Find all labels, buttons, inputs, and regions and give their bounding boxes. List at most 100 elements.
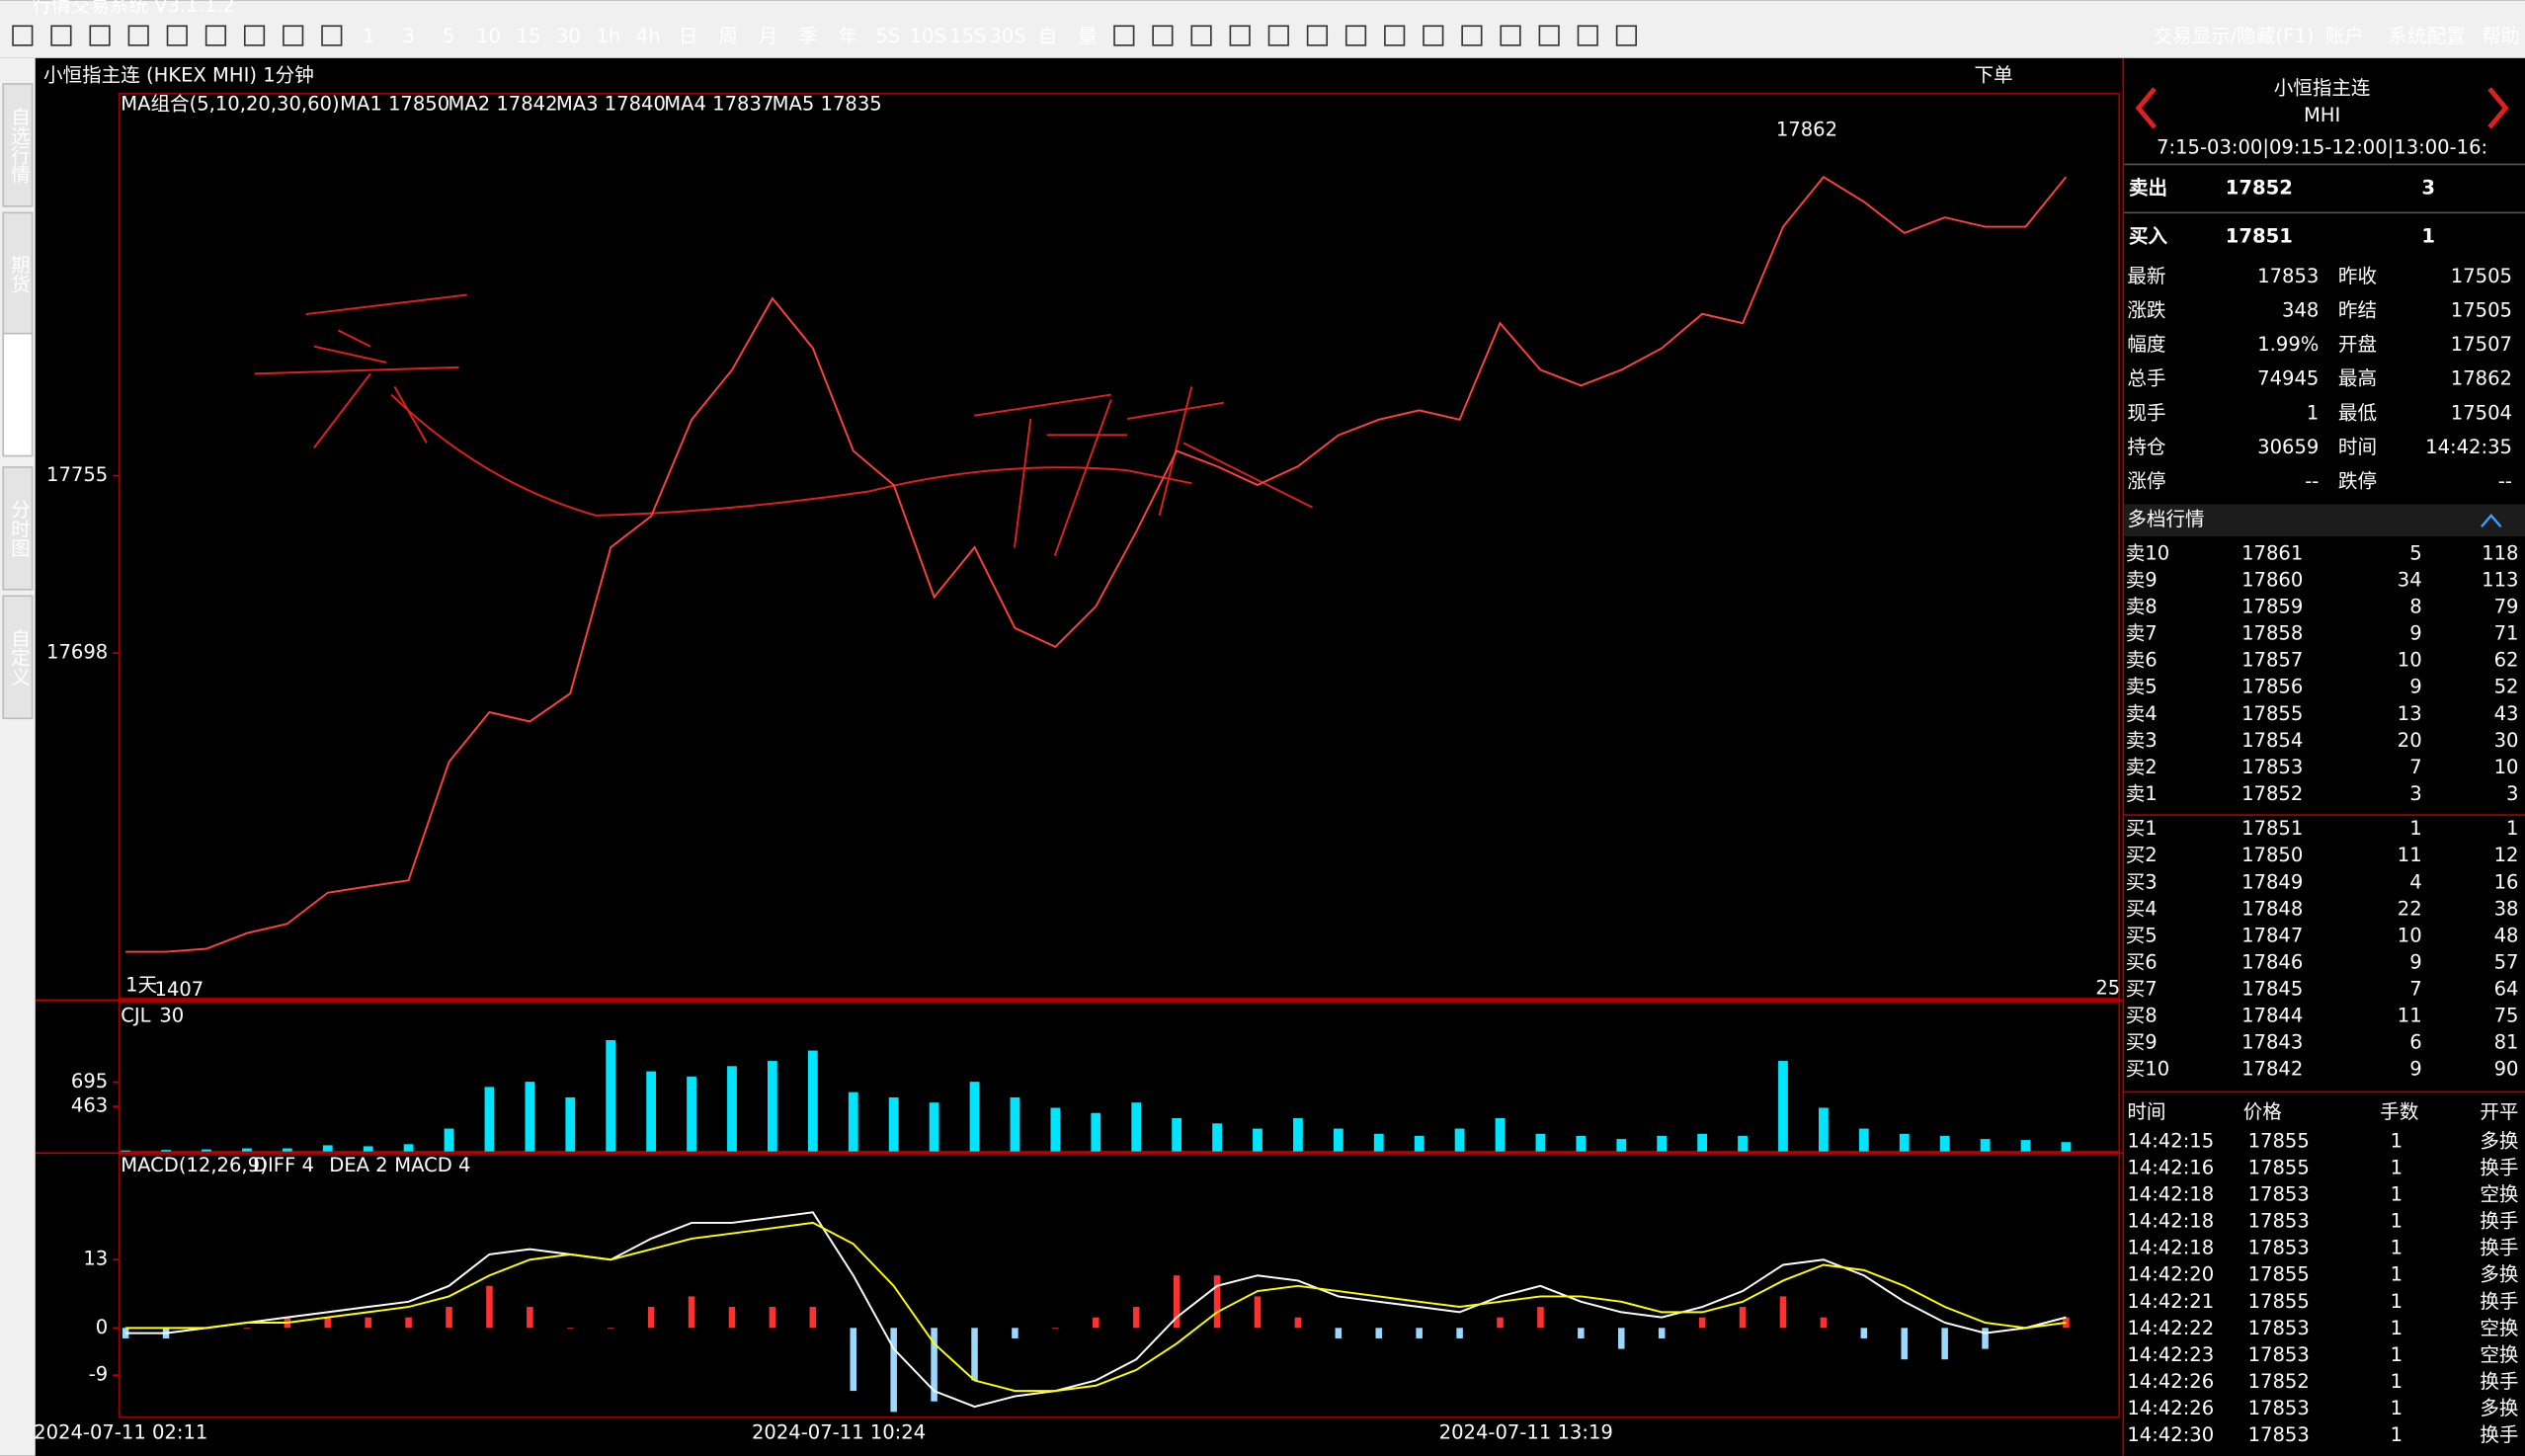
menu-item[interactable]: 帮助	[2482, 25, 2520, 47]
tool-icon[interactable]	[50, 25, 72, 46]
tool-icon[interactable]	[1538, 25, 1560, 46]
book-label: 买3	[2126, 870, 2158, 893]
macd-bar	[1820, 1317, 1828, 1329]
trade-type: 多换	[2480, 1129, 2518, 1152]
period-button[interactable]: 10S	[910, 25, 946, 47]
book-total: 113	[2482, 569, 2518, 592]
x-tick-label: 2024-07-11 13:19	[1439, 1420, 1613, 1443]
volume-bar	[1616, 1139, 1627, 1152]
volume-bar	[1495, 1117, 1506, 1152]
book-total: 12	[2494, 844, 2519, 866]
period-button[interactable]: 4h	[636, 25, 661, 47]
period-button[interactable]: 3	[403, 25, 415, 47]
side-tab-label[interactable]: K线图	[7, 369, 30, 421]
period-button[interactable]: 30	[556, 25, 581, 47]
volume-bar	[202, 1149, 211, 1152]
order-button[interactable]: 下单	[1975, 63, 2013, 86]
side-tab[interactable]	[2, 332, 34, 457]
y-tick-label: 463	[71, 1094, 108, 1117]
book-total: 38	[2494, 897, 2519, 920]
period-button[interactable]: 1h	[596, 25, 620, 47]
stat-label: 现手	[2127, 401, 2165, 424]
period-button[interactable]: 1	[363, 25, 374, 47]
book-label: 买5	[2126, 924, 2158, 946]
volume-bar	[1858, 1128, 1869, 1152]
tool-icon[interactable]	[243, 25, 266, 46]
trade-type: 换手	[2480, 1237, 2518, 1259]
volume-bar	[888, 1096, 899, 1152]
period-button[interactable]: 日	[679, 25, 698, 47]
period-button[interactable]: 季	[798, 25, 818, 47]
trade-size: 1	[2391, 1237, 2403, 1259]
tool-icon[interactable]	[1500, 25, 1521, 46]
prev-arrow[interactable]	[2135, 87, 2157, 129]
tool-icon[interactable]	[1461, 25, 1483, 46]
stat-value: 74945	[2257, 367, 2319, 390]
trade-type: 换手	[2480, 1423, 2518, 1446]
tool-icon[interactable]	[1113, 25, 1135, 46]
tool-icon[interactable]	[1423, 25, 1444, 46]
book-price: 17858	[2241, 622, 2303, 645]
stat-label: 总手	[2127, 367, 2165, 390]
book-total: 79	[2494, 596, 2519, 618]
instrument-code: MHI	[2304, 104, 2340, 126]
next-arrow[interactable]	[2487, 87, 2509, 129]
period-button[interactable]: 5	[443, 25, 454, 47]
period-button[interactable]: 月	[759, 25, 778, 47]
volume-bar	[768, 1061, 777, 1152]
macd-bar	[769, 1307, 776, 1329]
period-button[interactable]: 5S	[875, 25, 900, 47]
side-tab-label[interactable]: 分时图	[7, 500, 30, 558]
tool-icon[interactable]	[1344, 25, 1367, 46]
panel-title: CJL	[121, 1004, 150, 1026]
period-button[interactable]: 10	[476, 25, 501, 47]
period-button[interactable]: 年	[839, 25, 858, 47]
tool-icon[interactable]	[321, 25, 343, 46]
tool-icon[interactable]	[1615, 25, 1637, 46]
volume-bar	[646, 1071, 657, 1152]
period-button[interactable]: 周	[718, 25, 738, 47]
menu-item[interactable]: 系统配置	[2388, 25, 2465, 47]
book-label: 卖2	[2126, 756, 2158, 778]
menu-item[interactable]: 交易显示/隐藏(F1)	[2154, 25, 2315, 47]
tool-icon[interactable]	[166, 25, 188, 46]
book-total: 48	[2494, 924, 2519, 946]
tool-icon[interactable]	[1152, 25, 1174, 46]
tool-icon[interactable]	[1229, 25, 1251, 46]
tool-icon[interactable]	[1384, 25, 1406, 46]
period-button[interactable]: 15	[517, 25, 541, 47]
tool-icon[interactable]	[127, 25, 149, 46]
book-size: 9	[2409, 950, 2421, 973]
tool-icon[interactable]	[1577, 25, 1598, 46]
book-size: 5	[2409, 541, 2421, 564]
book-total: 43	[2494, 702, 2519, 725]
book-label: 买8	[2126, 1005, 2158, 1027]
macd-bar	[1335, 1328, 1343, 1338]
macd-bar	[728, 1307, 736, 1329]
side-tab-label[interactable]: 期货	[7, 255, 30, 293]
period-button[interactable]: 自	[1038, 25, 1058, 47]
tool-icon[interactable]	[204, 25, 227, 46]
side-tab[interactable]	[2, 83, 34, 207]
book-size: 11	[2398, 1005, 2422, 1027]
side-tab[interactable]	[2, 595, 34, 720]
trade-time: 14:42:23	[2127, 1343, 2214, 1366]
period-button[interactable]: 15S	[949, 25, 986, 47]
tool-icon[interactable]	[1306, 25, 1329, 46]
collapse-icon[interactable]	[2481, 513, 2502, 528]
period-button[interactable]: 30S	[989, 25, 1025, 47]
tool-icon[interactable]	[283, 25, 304, 46]
book-label: 卖9	[2126, 569, 2158, 592]
book-label: 买7	[2126, 978, 2158, 1001]
side-tab-label[interactable]: 自选行情	[7, 107, 30, 184]
period-button[interactable]: 量	[1078, 25, 1098, 47]
side-tab-label[interactable]: 自定义	[7, 628, 30, 687]
tool-icon[interactable]	[1190, 25, 1212, 46]
tool-icon[interactable]	[12, 25, 34, 46]
tool-icon[interactable]	[89, 25, 111, 46]
side-tab[interactable]	[2, 466, 34, 591]
book-size: 7	[2409, 978, 2421, 1001]
tool-icon[interactable]	[1267, 25, 1289, 46]
trade-size: 1	[2391, 1183, 2403, 1206]
menu-item[interactable]: 账户	[2325, 25, 2364, 47]
